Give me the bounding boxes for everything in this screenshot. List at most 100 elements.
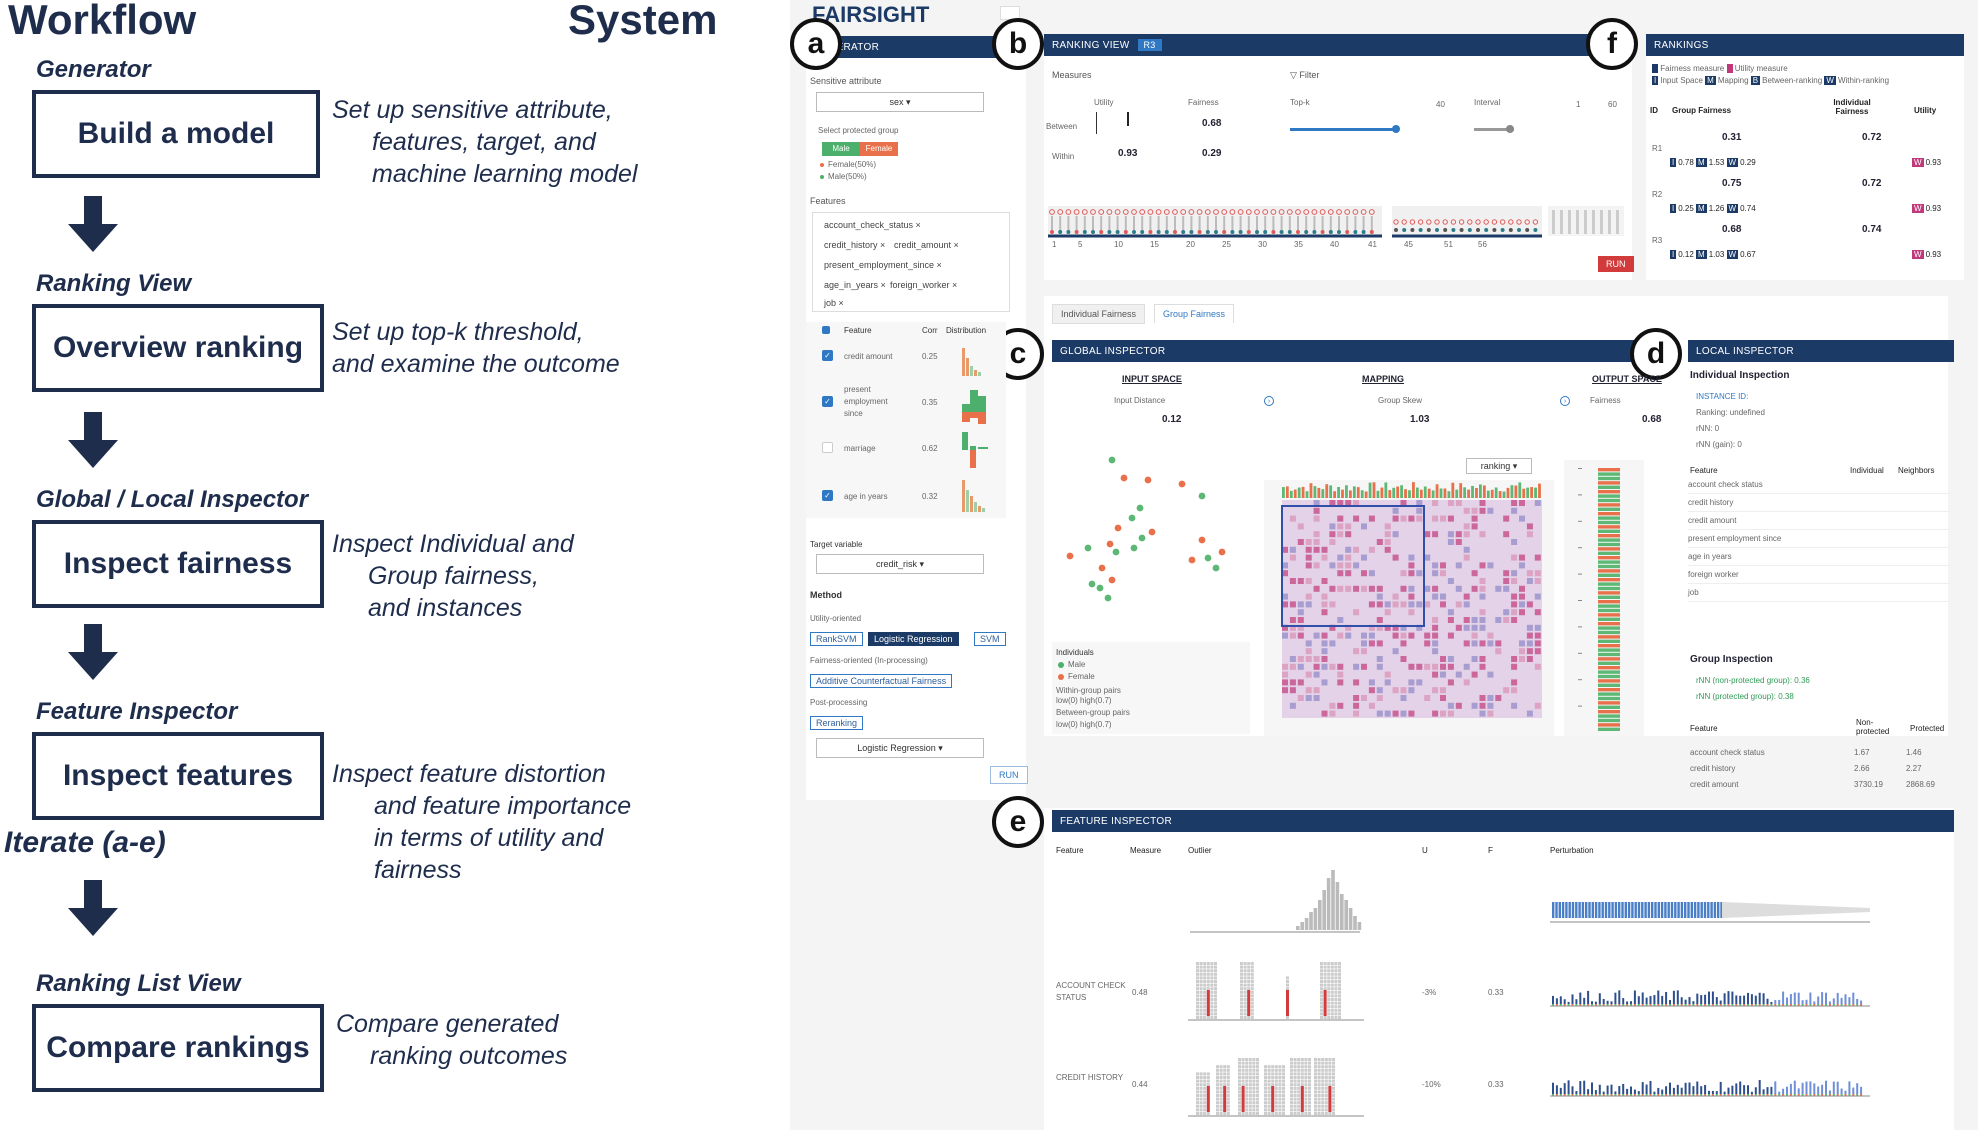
row-checkbox[interactable]: ✓: [822, 490, 833, 501]
nav-next-icon[interactable]: ›: [1560, 396, 1570, 406]
outlier-cell: [1219, 1065, 1223, 1069]
outlier-cell: [1327, 965, 1331, 969]
matrix-cell: [1471, 585, 1478, 592]
topk-slider-handle[interactable]: [1392, 125, 1400, 133]
matrix-cell: [1534, 648, 1541, 655]
outlier-cell: [1324, 1090, 1328, 1094]
matrix-cell: [1361, 523, 1367, 530]
matrix-cell: [1376, 617, 1383, 623]
nav-next-icon[interactable]: ›: [1264, 396, 1274, 406]
ranking-id[interactable]: R3: [1652, 236, 1663, 245]
perturbation-mark: [1688, 1094, 1691, 1096]
strip-bar: [1190, 216, 1193, 234]
interval-from[interactable]: 1: [1576, 100, 1581, 109]
outlier-cell: [1243, 976, 1247, 980]
interval-slider[interactable]: [1474, 128, 1514, 131]
outlier-cell: [1214, 962, 1217, 965]
perturbation-bar: [1667, 902, 1670, 918]
matrix-cell: [1282, 546, 1288, 553]
perturbation-bar: [1660, 902, 1664, 918]
perturbation-mark: [1669, 1004, 1671, 1006]
interval-to[interactable]: 60: [1608, 100, 1617, 109]
rankings-run-button[interactable]: RUN: [1598, 256, 1634, 272]
strip-dot: [1245, 209, 1252, 215]
male-group-button[interactable]: Male: [822, 142, 860, 156]
ranksvm-button[interactable]: RankSVM: [810, 632, 863, 646]
filter-label[interactable]: ▽ Filter: [1290, 70, 1319, 81]
matrix-cell: [1321, 648, 1328, 655]
outlier-cell: [1327, 1005, 1331, 1009]
individual-inspection-title: Individual Inspection: [1690, 370, 1790, 381]
outlier-cell: [1203, 1108, 1207, 1112]
outlier-cell: [1210, 972, 1214, 976]
topk-slider[interactable]: [1290, 128, 1394, 131]
row-checkbox[interactable]: ✓: [822, 396, 833, 407]
ranking-select[interactable]: ranking ▾: [1466, 458, 1532, 474]
outlier-cell: [1321, 1079, 1325, 1083]
scatter-point: [1104, 594, 1112, 602]
tab-individual-fairness[interactable]: Individual Fairness: [1052, 304, 1146, 324]
outlier-cell: [1332, 1104, 1335, 1108]
perturbation-mark: [1805, 1004, 1808, 1006]
matrix-cell: [1321, 601, 1328, 608]
filter-text: Filter: [1299, 70, 1320, 80]
ranking-id[interactable]: R2: [1652, 190, 1663, 199]
outlier-cell: [1297, 1104, 1301, 1108]
perturbation-bar: [1588, 902, 1591, 918]
row-checkbox[interactable]: ✓: [822, 350, 833, 361]
histogram-bar: [1344, 900, 1348, 930]
scatter-point: [1088, 580, 1096, 588]
female-group-button[interactable]: Female: [860, 142, 898, 156]
feature-chip[interactable]: credit_amount ×: [894, 240, 959, 250]
interval-slider-handle[interactable]: [1506, 125, 1514, 133]
outlier-cell: [1245, 1094, 1249, 1097]
fairness-oriented-label: Fairness-oriented (In-processing): [810, 656, 928, 665]
perturbation-bar: [1684, 1082, 1687, 1094]
perturbation-bar: [1762, 1089, 1765, 1094]
scatter-point: [1218, 548, 1226, 556]
generator-run-button[interactable]: RUN: [990, 766, 1028, 784]
legend-text: Utility measure: [1734, 64, 1788, 73]
outlier-cell: [1256, 1086, 1259, 1090]
logistic-regression-button[interactable]: Logistic Regression: [868, 632, 959, 646]
feature-chip[interactable]: age_in_years ×: [824, 280, 886, 290]
features-box[interactable]: [812, 212, 1010, 312]
outlier-cell: [1238, 1104, 1241, 1108]
sensitive-attr-select[interactable]: sex ▾: [816, 92, 984, 112]
acf-button[interactable]: Additive Counterfactual Fairness: [810, 674, 953, 688]
matrix-cell: [1289, 656, 1296, 662]
outlier-cell: [1250, 1016, 1254, 1019]
model-select[interactable]: Logistic Regression ▾: [816, 738, 984, 758]
target-select[interactable]: credit_risk ▾: [816, 554, 984, 574]
matrix-cell: [1353, 500, 1360, 506]
feature-chip[interactable]: account_check_status ×: [824, 220, 921, 230]
perturbation-bar: [1786, 997, 1788, 1004]
ranking-id[interactable]: R1: [1652, 144, 1663, 153]
strip-dot: [1353, 230, 1358, 234]
strip-dot: [1115, 230, 1120, 234]
outlier-cell: [1264, 1094, 1267, 1097]
tab-group-fairness[interactable]: Group Fairness: [1154, 304, 1235, 323]
svm-button[interactable]: SVM: [974, 632, 1006, 646]
feature-chip[interactable]: foreign_worker ×: [890, 280, 958, 290]
outlier-cell: [1216, 1072, 1219, 1076]
perturbation-bar: [1672, 990, 1675, 1004]
matrix-cell: [1432, 671, 1439, 678]
select-all-checkbox[interactable]: [822, 326, 830, 334]
outlier-cell: [1240, 998, 1243, 1001]
reranking-button[interactable]: Reranking: [810, 716, 864, 730]
matrix-cell: [1440, 593, 1446, 600]
output-bar: [1598, 644, 1620, 648]
row-checkbox[interactable]: [822, 442, 833, 453]
feature-chip[interactable]: credit_history ×: [824, 240, 886, 250]
feature-chip[interactable]: job ×: [824, 298, 844, 308]
perturbation-bar: [1719, 1000, 1722, 1004]
outlier-cell: [1247, 962, 1251, 965]
rankings-legend: Fairness measure Utility measure: [1652, 64, 1788, 73]
feature-chip[interactable]: present_employment_since ×: [824, 260, 942, 270]
outlier-cell: [1199, 1104, 1203, 1108]
outlier-cell: [1323, 1016, 1327, 1019]
perturbation-bar: [1848, 997, 1851, 1004]
topk-value[interactable]: 40: [1436, 100, 1445, 109]
outlier-cell: [1243, 1001, 1247, 1005]
